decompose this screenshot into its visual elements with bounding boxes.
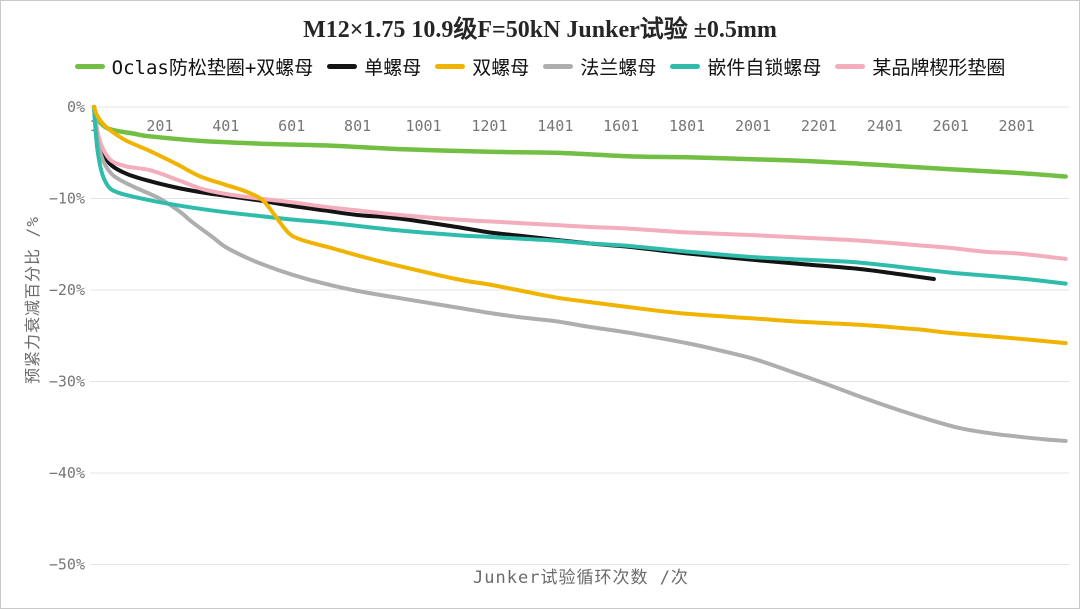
legend-marker-icon [435, 64, 466, 69]
x-tick-label: 2201 [801, 117, 837, 135]
legend-marker-icon [327, 64, 358, 69]
x-tick-label: 201 [146, 117, 173, 135]
y-tick-label: 0% [67, 98, 85, 116]
series-line-0 [91, 104, 1068, 179]
legend-item-5: 某品牌楔形垫圈 [835, 53, 1005, 80]
x-tick-label: 401 [212, 117, 239, 135]
legend-marker-icon [543, 64, 574, 69]
legend-label: Oclas防松垫圈+双螺母 [111, 57, 314, 79]
y-tick-label: −40% [49, 464, 85, 482]
x-tick-label: 2001 [735, 117, 771, 135]
legend-label: 双螺母 [472, 57, 530, 79]
chart-legend: Oclas防松垫圈+双螺母 单螺母 双螺母 法兰螺母 嵌件自锁螺母 某品牌楔形垫圈 [1, 53, 1079, 80]
x-tick-label: 2601 [933, 117, 969, 135]
legend-item-4: 嵌件自锁螺母 [670, 53, 821, 80]
x-tick-label: 2401 [867, 117, 903, 135]
legend-label: 法兰螺母 [580, 57, 657, 79]
x-axis-title: Junker试验循环次数 /次 [473, 568, 689, 588]
x-tick-label: 1401 [537, 117, 573, 135]
legend-marker-icon [670, 64, 701, 69]
y-tick-label: −30% [49, 373, 85, 391]
x-tick-label: 1801 [669, 117, 705, 135]
x-tick-label: 1201 [471, 117, 507, 135]
x-tick-label: 1001 [405, 117, 441, 135]
chart-title: M12×1.75 10.9级F=50kN Junker试验 ±0.5mm [303, 17, 777, 43]
y-axis-title: 预紧力衰减百分比 /% [23, 216, 42, 384]
x-tick-label: 601 [278, 117, 305, 135]
legend-label: 单螺母 [364, 57, 422, 79]
y-tick-label: −50% [49, 556, 85, 574]
legend-item-1: 单螺母 [327, 53, 421, 80]
series-line-4 [92, 105, 1068, 286]
y-tick-label: −10% [49, 190, 85, 208]
legend-item-0: Oclas防松垫圈+双螺母 [74, 53, 314, 80]
legend-marker-icon [835, 64, 866, 69]
series-line-2 [92, 105, 1068, 346]
x-tick-label: 1601 [603, 117, 639, 135]
x-tick-label: 801 [344, 117, 371, 135]
legend-marker-icon [74, 64, 105, 69]
legend-item-2: 双螺母 [435, 53, 529, 80]
legend-item-3: 法兰螺母 [543, 53, 656, 80]
series-line-3 [92, 105, 1068, 443]
x-tick-label: 2801 [999, 117, 1035, 135]
legend-label: 某品牌楔形垫圈 [872, 57, 1006, 79]
legend-label: 嵌件自锁螺母 [707, 57, 822, 79]
series-line-5 [92, 105, 1068, 261]
series-line-1 [92, 105, 936, 281]
y-tick-label: −20% [49, 281, 85, 299]
